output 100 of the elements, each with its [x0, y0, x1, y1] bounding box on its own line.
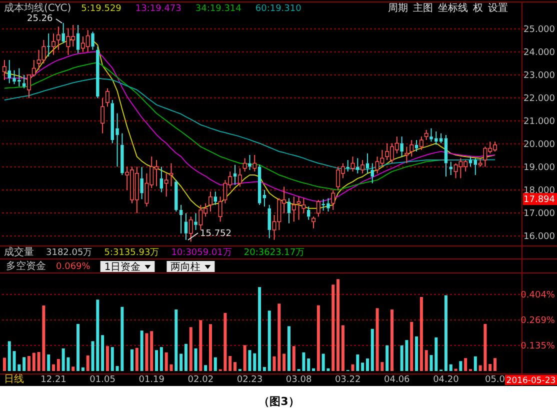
text: 日线 [4, 373, 24, 385]
text: 10:3059.01万 [171, 248, 232, 258]
bar [243, 345, 246, 371]
bar [130, 349, 134, 371]
y-tick-label: 19.000 [524, 162, 556, 173]
bar [208, 324, 212, 371]
bar [174, 310, 178, 371]
bar [180, 354, 183, 371]
text: 3182.05万 [46, 248, 92, 258]
bar [361, 362, 364, 371]
annotation: 15.752 [200, 229, 232, 239]
chart-title: 成本均线(CYC) [4, 2, 72, 14]
bar [488, 364, 492, 371]
chart-title: 多空资金 [6, 260, 46, 272]
bar [27, 356, 30, 371]
bar [366, 358, 369, 371]
y-tick-label: 0.269% [520, 316, 556, 326]
x-tick-label: 02.23 [236, 375, 263, 385]
bar [135, 348, 138, 371]
bar [434, 337, 438, 371]
bar [336, 279, 340, 371]
bar [410, 322, 414, 371]
x-tick-label: 04.06 [384, 375, 410, 385]
y-tick-label: 22.000 [524, 94, 556, 104]
bar [341, 325, 344, 371]
bar [199, 320, 202, 371]
bar [444, 295, 448, 371]
x-tick-label: 03.08 [286, 375, 312, 385]
x-tick-label: 12.21 [40, 375, 66, 385]
bar [332, 284, 335, 371]
bar [459, 361, 462, 371]
bar [72, 366, 75, 371]
bar [86, 355, 90, 371]
dropdown: 两向柱 [166, 261, 215, 273]
bar [312, 368, 316, 371]
bar [415, 336, 418, 371]
y-tick-label: 0.135% [520, 341, 556, 352]
text: 5:3135.93万 [104, 248, 160, 258]
y-tick-label: 21.000 [524, 116, 556, 127]
bar [214, 357, 217, 371]
x-tick-label: 01.05 [90, 375, 116, 385]
y-tick-label: 0.404% [520, 290, 556, 300]
y-tick-label: 17.000 [524, 208, 556, 219]
bar [106, 346, 109, 371]
bar [101, 335, 104, 371]
bar [390, 310, 394, 371]
price-box: 17.894 [523, 193, 557, 205]
y-tick-label: 25.000 [524, 24, 556, 35]
annotation: 主图 [413, 2, 433, 14]
bar [449, 364, 452, 371]
x-tick-label: 02.02 [188, 375, 214, 385]
bar [356, 354, 360, 371]
annotation: 坐标线 [438, 2, 468, 14]
bar [316, 305, 320, 371]
y-tick-label: 18.000 [524, 186, 556, 196]
bar [420, 296, 423, 371]
x-tick-label: 01.19 [138, 375, 165, 385]
y-tick-label: 24.000 [524, 48, 556, 58]
bar [194, 348, 198, 371]
bar [282, 354, 286, 371]
chart-subtitle: 0.069% [56, 262, 91, 272]
bar [292, 346, 296, 371]
x-tick-label: 05.0 [484, 375, 506, 385]
y-tick-label: 20.000 [524, 140, 556, 150]
bar [494, 358, 497, 371]
bar [145, 333, 148, 371]
bar [155, 350, 158, 371]
bar [287, 326, 290, 371]
bar [56, 359, 60, 371]
annotation: 周期 [388, 2, 408, 14]
bar [32, 352, 36, 371]
bar [307, 358, 310, 371]
bar [262, 367, 266, 371]
date-box: 2016-05-23 [505, 375, 557, 386]
y-tick-label: 16.000 [524, 232, 556, 242]
bar [430, 355, 433, 371]
bar [140, 330, 144, 371]
bar [464, 358, 468, 371]
bar [22, 357, 26, 371]
annotation: 权 [472, 2, 483, 14]
bar [150, 331, 154, 371]
annotation: 设置 [488, 2, 508, 14]
bar [8, 341, 11, 371]
bar [424, 350, 428, 371]
bar [228, 356, 232, 371]
x-tick-label: 03.22 [334, 375, 361, 385]
legend: 5:19.529 13:19.473 34:19.314 60:19.310 [81, 4, 302, 14]
bar [189, 327, 192, 371]
arrow-note: 25.26 [27, 14, 62, 24]
bar [2, 358, 6, 371]
bar [184, 344, 188, 371]
bar [160, 347, 163, 371]
text: （图3） [258, 395, 300, 408]
bar [234, 362, 237, 371]
bar [204, 365, 208, 371]
bar [253, 353, 256, 371]
bar [76, 324, 80, 371]
bar [52, 364, 56, 371]
bar [110, 347, 114, 371]
bar [81, 367, 84, 371]
